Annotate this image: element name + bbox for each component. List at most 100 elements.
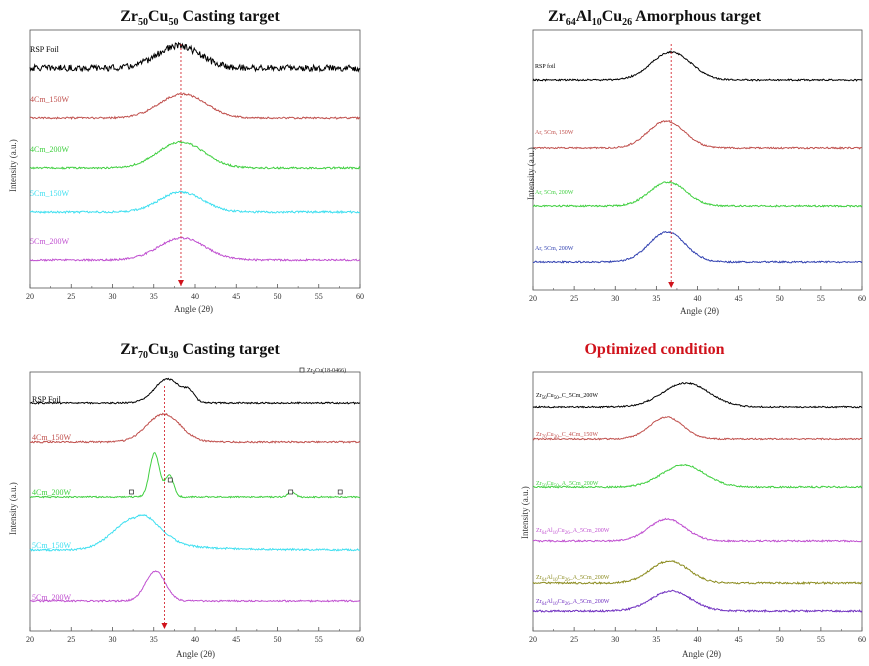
plot-frame [532,29,863,291]
phase-marker [167,477,173,483]
x-tick-label: 35 [652,294,660,303]
series-label: 4Cm_200W [32,488,72,497]
series-label: Zr64Al10Cu26_A_5Cm_200W [536,528,610,536]
series-line [29,570,361,603]
y-axis-label: Intensity (a.u.) [8,139,18,192]
phase-marker [288,489,294,495]
chart-plot: 20 25 30 35 40 45 50 55 60 RSP Foil 4Cm_150W 4Cm_20… [26,29,364,301]
series-line [532,120,863,150]
series-line [29,452,361,499]
series-label: Zr70Cu30_C_4Cm_150W [536,432,598,440]
x-tick-label: 45 [735,635,743,644]
series-line [532,589,863,614]
x-tick-label: 25 [570,294,578,303]
y-axis-label: Intensity (a.u.) [520,486,530,539]
chart-panel-optimized: Optimized condition 20 25 30 35 40 45 50 55 60 Zr… [440,335,869,666]
series-label: 5Cm_150W [30,189,70,198]
series-label: Zr64Al10Cu26_A_5Cm_200W [536,599,610,607]
x-tick-label: 20 [529,294,537,303]
x-tick-label: 45 [232,635,240,644]
x-tick-label: 30 [611,635,619,644]
x-tick-label: 35 [150,635,158,644]
x-tick-label: 60 [356,292,364,301]
series-line [532,50,863,82]
x-tick-label: 60 [356,635,364,644]
x-tick-label: 60 [858,635,866,644]
series-label: Zr50Cu50_A_5Cm_200W [536,481,599,489]
x-tick-label: 30 [109,292,117,301]
chart-title: Zr50Cu50 Casting target [120,8,280,29]
x-tick-label: 55 [817,635,825,644]
chart-title: Zr64Al10Cu26 Amorphous target [547,8,762,29]
chart-panel-zr70cu30: Zr70Cu30 Casting target 20 25 30 35 40 45 50 55… [0,335,420,666]
x-tick-label: 25 [67,635,75,644]
legend-label: Zr2Cu(18-0466) [307,367,346,376]
x-tick-label: 20 [26,292,34,301]
series-label: Zr64Al10Cu26_A_5Cm_200W [536,575,610,583]
series-label: Zr50Cu50_C_5Cm_200W [536,393,598,401]
y-axis-label: Intensity (a.u.) [526,147,536,200]
series-line [532,381,863,409]
series-line [532,517,863,543]
x-tick-label: 50 [274,292,282,301]
series-label: 5Cm_200W [32,593,72,602]
phase-marker [129,489,134,495]
x-axis-label: Angle (2θ) [176,649,216,659]
series-label: RSP foil [535,63,556,70]
x-tick-label: 35 [150,292,158,301]
x-tick-label: 45 [735,294,743,303]
x-tick-label: 50 [776,635,784,644]
series-label: 4Cm_150W [32,433,72,442]
x-axis-label: Angle (2θ) [680,306,720,316]
x-tick-label: 40 [694,294,702,303]
series-line [29,377,361,405]
x-tick-label: 55 [315,292,323,301]
x-axis-label: Angle (2θ) [682,649,722,659]
y-axis-label: Intensity (a.u.) [8,482,18,535]
series-line [532,559,862,586]
series-label: 4Cm_150W [30,95,70,104]
series-line [29,92,361,120]
series-line [29,236,361,262]
series-label: Ar, 5Cm, 200W [535,190,574,196]
series-line [532,230,863,264]
phase-marker [337,489,343,495]
chart-plot: 20 25 30 35 40 45 50 55 60 Zr50Cu50_C_5Cm_200W Zr7… [529,371,866,644]
series-line [532,416,863,441]
chart-panel-zr50cu50: Zr50Cu50 Casting target 20 25 30 35 40 45 50 55… [0,0,420,320]
x-tick-label: 30 [611,294,619,303]
series-label: Ar, 5Cm, 200W [535,246,574,252]
series-label: RSP Foil [30,45,60,54]
x-tick-label: 25 [570,635,578,644]
x-tick-label: 45 [232,292,240,301]
reference-arrow [161,623,168,629]
chart-title: Optimized condition [584,341,725,358]
series-label: 5Cm_150W [32,541,72,550]
series-line [29,514,361,552]
plot-frame [29,371,361,632]
series-line [29,412,361,444]
series-line [29,41,361,73]
series-label: 5Cm_200W [30,237,70,246]
x-tick-label: 40 [191,635,199,644]
reference-arrow [668,282,675,288]
x-tick-label: 55 [817,294,825,303]
chart-plot: 20 25 30 35 40 45 50 55 60 RSP foil Ar, 5Cm, 150W A… [529,29,866,303]
x-tick-label: 40 [694,635,702,644]
chart-plot: 20 25 30 35 40 45 50 55 60 RSP Foil 4Cm_150W 4Cm_20… [26,367,364,644]
series-label: Ar, 5Cm, 150W [535,130,574,136]
x-tick-label: 30 [109,635,117,644]
series-line [29,190,361,215]
series-line [532,180,863,208]
series-label: RSP Foil [32,395,62,404]
reference-arrow [177,280,184,286]
x-tick-label: 35 [652,635,660,644]
chart-title: Zr70Cu30 Casting target [120,341,280,362]
chart-panel-zr64al10cu26: Zr64Al10Cu26 Amorphous target 20 25 30 35 40… [440,0,869,320]
x-tick-label: 20 [26,635,34,644]
x-tick-label: 50 [776,294,784,303]
series-label: 4Cm_200W [30,145,70,154]
x-axis-label: Angle (2θ) [174,304,214,314]
series-line [29,140,361,171]
x-tick-label: 50 [274,635,282,644]
